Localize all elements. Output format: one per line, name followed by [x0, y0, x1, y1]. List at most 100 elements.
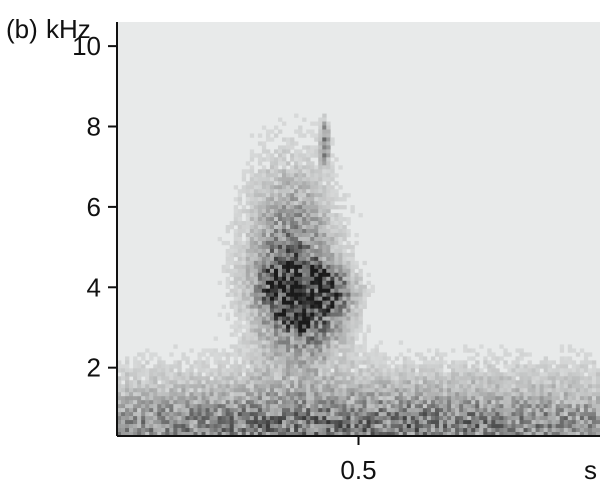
heatmap-cell — [354, 288, 359, 293]
heatmap-cell — [527, 396, 532, 401]
heatmap-cell — [217, 368, 222, 373]
heatmap-cell — [294, 141, 299, 146]
heatmap-cell — [278, 193, 283, 198]
heatmap-cell — [406, 356, 412, 361]
heatmap-cell — [310, 404, 315, 409]
heatmap-cell — [322, 332, 327, 337]
heatmap-cell — [302, 288, 307, 293]
heatmap-cell — [322, 260, 327, 266]
heatmap-cell — [350, 416, 355, 421]
heatmap-cell — [269, 225, 275, 230]
heatmap-cell — [269, 276, 275, 282]
heatmap-cell — [257, 205, 263, 210]
heatmap-cell — [294, 232, 299, 238]
heatmap-cell — [447, 388, 452, 393]
heatmap-cell — [342, 376, 347, 381]
heatmap-cell — [495, 384, 500, 389]
heatmap-cell — [527, 368, 532, 373]
heatmap-cell — [237, 328, 243, 333]
heatmap-cell — [294, 320, 299, 325]
heatmap-cell — [233, 272, 239, 278]
heatmap-cell — [350, 352, 355, 357]
heatmap-cell — [314, 416, 319, 421]
heatmap-cell — [515, 416, 520, 421]
heatmap-cell — [286, 181, 291, 186]
heatmap-cell — [197, 376, 202, 381]
heatmap-cell — [145, 380, 150, 385]
heatmap-cell — [221, 420, 226, 425]
heatmap-cell — [298, 432, 303, 437]
heatmap-cell — [354, 232, 359, 238]
heatmap-cell — [245, 412, 251, 417]
heatmap-cell — [241, 205, 247, 210]
heatmap-cell — [342, 408, 347, 413]
heatmap-cell — [322, 145, 327, 150]
heatmap-cell — [346, 432, 351, 437]
heatmap-cell — [443, 392, 448, 397]
heatmap-cell — [330, 324, 335, 329]
heatmap-cell — [483, 396, 488, 401]
heatmap-cell — [261, 169, 267, 174]
heatmap-cell — [169, 388, 174, 393]
heatmap-cell — [257, 392, 263, 397]
heatmap-cell — [350, 308, 355, 313]
heatmap-cell — [531, 424, 536, 429]
heatmap-cell — [551, 432, 557, 437]
heatmap-cell — [567, 368, 573, 373]
heatmap-cell — [257, 304, 263, 309]
heatmap-cell — [563, 428, 569, 433]
heatmap-cell — [374, 420, 379, 425]
heatmap-cell — [153, 404, 158, 409]
heatmap-cell — [221, 396, 226, 401]
heatmap-cell — [318, 320, 323, 325]
heatmap-cell — [434, 352, 440, 357]
heatmap-cell — [346, 221, 351, 226]
heatmap-cell — [282, 232, 287, 238]
heatmap-cell — [591, 364, 597, 369]
heatmap-cell — [314, 185, 319, 190]
heatmap-cell — [302, 376, 307, 381]
heatmap-cell — [342, 340, 347, 345]
heatmap-cell — [587, 408, 593, 413]
heatmap-cell — [338, 408, 343, 413]
heatmap-cell — [265, 256, 271, 262]
heatmap-cell — [539, 424, 544, 429]
heatmap-cell — [414, 364, 420, 369]
heatmap-cell — [265, 213, 271, 218]
heatmap-cell — [253, 288, 259, 293]
heatmap-cell — [294, 129, 299, 134]
heatmap-cell — [338, 221, 343, 226]
heatmap-cell — [354, 320, 359, 325]
heatmap-cell — [338, 340, 343, 345]
heatmap-cell — [290, 225, 295, 230]
heatmap-cell — [249, 316, 255, 321]
heatmap-cell — [286, 300, 291, 305]
heatmap-cell — [278, 280, 283, 286]
heatmap-cell — [487, 396, 492, 401]
heatmap-cell — [310, 356, 315, 361]
heatmap-cell — [342, 296, 347, 301]
heatmap-cell — [591, 388, 597, 393]
heatmap-cell — [249, 320, 255, 325]
heatmap-cell — [338, 264, 343, 270]
heatmap-cell — [350, 380, 355, 385]
heatmap-cell — [225, 396, 231, 401]
heatmap-cell — [286, 356, 291, 361]
heatmap-cell — [169, 372, 174, 377]
heatmap-cell — [153, 432, 158, 437]
heatmap-cell — [278, 364, 283, 369]
heatmap-cell — [350, 248, 355, 254]
heatmap-cell — [334, 344, 339, 349]
heatmap-cell — [346, 400, 351, 405]
heatmap-cell — [225, 392, 231, 397]
heatmap-cell — [491, 416, 496, 421]
heatmap-cell — [378, 380, 383, 385]
heatmap-cell — [479, 424, 484, 429]
heatmap-cell — [278, 272, 283, 278]
heatmap-cell — [551, 388, 557, 393]
heatmap-cell — [547, 360, 552, 365]
heatmap-cell — [161, 380, 166, 385]
heatmap-cell — [225, 356, 231, 361]
heatmap-cell — [229, 372, 235, 377]
heatmap-cell — [149, 380, 154, 385]
